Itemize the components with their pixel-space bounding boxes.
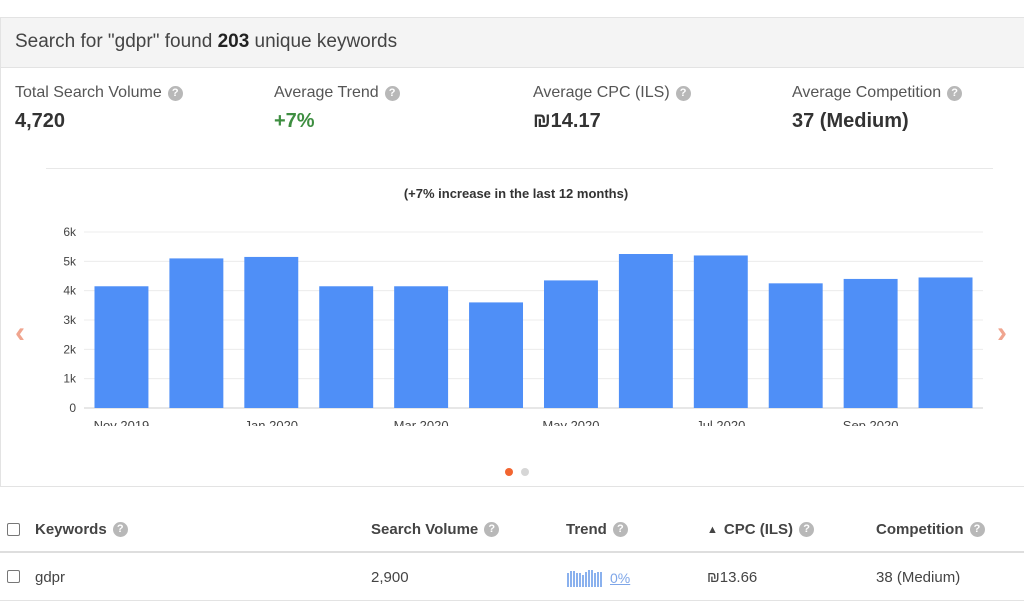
chart-svg: 0 1k 2k 3k 4k 5k 6k Nov 2019 Jan 2020 Mar 2020 May… bbox=[63, 225, 983, 426]
help-icon[interactable]: ? bbox=[969, 522, 985, 537]
metric-label: Average Trend bbox=[274, 84, 379, 101]
column-header-label: Keywords bbox=[35, 521, 107, 538]
trend-chart: (+7% increase in the last 12 months) 0 1k… bbox=[41, 186, 991, 426]
help-icon[interactable]: ? bbox=[612, 522, 628, 537]
bar-feb-2020[interactable] bbox=[319, 286, 374, 408]
summary-metrics: Total Search Volume ? 4,720 Average Tren… bbox=[15, 84, 1015, 144]
metric-average-trend: Average Trend ? +7% bbox=[274, 84, 400, 133]
bar-apr-2020[interactable] bbox=[469, 302, 524, 408]
metric-total-search-volume: Total Search Volume ? 4,720 bbox=[15, 84, 183, 133]
select-all-checkbox[interactable] bbox=[7, 523, 20, 536]
bar-aug-2020[interactable] bbox=[768, 283, 823, 408]
x-tick-label: Jul 2020 bbox=[696, 418, 745, 426]
help-icon[interactable]: ? bbox=[167, 85, 183, 101]
search-volume-cell: 2,900 bbox=[371, 569, 409, 586]
column-header-cpc[interactable]: ▲ CPC (ILS) ? bbox=[707, 521, 815, 538]
pager-dot-active[interactable] bbox=[505, 468, 513, 476]
results-header-suffix: unique keywords bbox=[249, 31, 398, 52]
bar-mar-2020[interactable] bbox=[394, 286, 449, 408]
bar-may-2020[interactable] bbox=[543, 280, 598, 408]
help-icon[interactable]: ? bbox=[675, 85, 691, 101]
help-icon[interactable]: ? bbox=[484, 522, 500, 537]
y-tick-label: 5k bbox=[63, 254, 77, 268]
divider bbox=[46, 168, 993, 169]
y-tick-label: 2k bbox=[63, 342, 77, 356]
chart-prev-arrow-icon[interactable]: ‹ bbox=[15, 316, 25, 349]
column-header-keywords[interactable]: Keywords ? bbox=[35, 521, 128, 538]
table-row[interactable]: gdpr 2,900 0% bbox=[0, 553, 1024, 601]
chart-title: (+7% increase in the last 12 months) bbox=[403, 186, 629, 201]
trend-value-link[interactable]: 0% bbox=[610, 570, 631, 586]
metric-average-cpc: Average CPC (ILS) ? ₪14.17 bbox=[533, 84, 691, 133]
keyword-cell[interactable]: gdpr bbox=[35, 569, 66, 586]
competition-cell: 38 (Medium) bbox=[876, 569, 961, 586]
x-tick-label: Sep 2020 bbox=[843, 418, 899, 426]
trend-sparkline-icon bbox=[567, 570, 602, 587]
help-icon[interactable]: ? bbox=[799, 522, 815, 537]
y-tick-label: 6k bbox=[63, 225, 77, 239]
sort-ascending-icon: ▲ bbox=[707, 523, 718, 536]
keyword-summary-card: Search for "gdpr" found 203 unique keywo… bbox=[0, 17, 1024, 487]
x-tick-label: Mar 2020 bbox=[394, 418, 449, 426]
results-header: Search for "gdpr" found 203 unique keywo… bbox=[1, 18, 1024, 68]
bar-oct-2020[interactable] bbox=[918, 277, 973, 408]
trend-cell: 0% bbox=[566, 569, 630, 587]
keywords-table: Keywords ? Search Volume ? Trend ? ▲ CPC… bbox=[0, 506, 1024, 601]
metric-label: Average Competition bbox=[792, 84, 942, 101]
row-checkbox[interactable] bbox=[7, 570, 20, 583]
metric-value: 37 (Medium) bbox=[792, 110, 909, 132]
help-icon[interactable]: ? bbox=[384, 85, 400, 101]
chart-pager bbox=[505, 468, 529, 476]
pager-dot[interactable] bbox=[521, 468, 529, 476]
bar-jun-2020[interactable] bbox=[618, 254, 673, 408]
column-header-search-volume[interactable]: Search Volume ? bbox=[371, 521, 500, 538]
bar-sep-2020[interactable] bbox=[843, 278, 898, 408]
bar-jan-2020[interactable] bbox=[244, 256, 299, 408]
y-tick-label: 0 bbox=[69, 401, 76, 415]
x-tick-label: May 2020 bbox=[542, 418, 599, 426]
column-header-label: Search Volume bbox=[371, 521, 479, 538]
y-tick-label: 1k bbox=[63, 372, 77, 386]
chart-next-arrow-icon[interactable]: › bbox=[997, 316, 1007, 349]
x-tick-label: Nov 2019 bbox=[94, 418, 150, 426]
bar-jul-2020[interactable] bbox=[693, 255, 748, 408]
metric-average-competition: Average Competition ? 37 (Medium) bbox=[792, 84, 963, 133]
column-header-label: Competition bbox=[876, 521, 964, 538]
results-header-prefix: Search for "gdpr" found bbox=[15, 31, 218, 52]
help-icon[interactable]: ? bbox=[947, 85, 963, 101]
bar-nov-2019[interactable] bbox=[94, 286, 149, 408]
metric-value: +7% bbox=[274, 110, 315, 132]
metric-value: ₪14.17 bbox=[533, 110, 601, 132]
metric-value: 4,720 bbox=[15, 110, 66, 132]
help-icon[interactable]: ? bbox=[112, 522, 128, 537]
cpc-cell: ₪13.66 bbox=[707, 569, 758, 586]
bar-dec-2019[interactable] bbox=[169, 258, 224, 408]
column-header-label: Trend bbox=[566, 521, 607, 538]
y-tick-label: 4k bbox=[63, 284, 77, 298]
metric-label: Average CPC (ILS) bbox=[533, 84, 670, 101]
metric-label: Total Search Volume bbox=[15, 84, 162, 101]
column-header-trend[interactable]: Trend ? bbox=[566, 521, 628, 538]
y-tick-label: 3k bbox=[63, 313, 77, 327]
table-header-row: Keywords ? Search Volume ? Trend ? ▲ CPC… bbox=[0, 506, 1024, 553]
x-tick-label: Jan 2020 bbox=[245, 418, 299, 426]
column-header-label: CPC (ILS) bbox=[723, 521, 794, 538]
column-header-competition[interactable]: Competition ? bbox=[876, 521, 985, 538]
results-count: 203 bbox=[217, 31, 250, 52]
